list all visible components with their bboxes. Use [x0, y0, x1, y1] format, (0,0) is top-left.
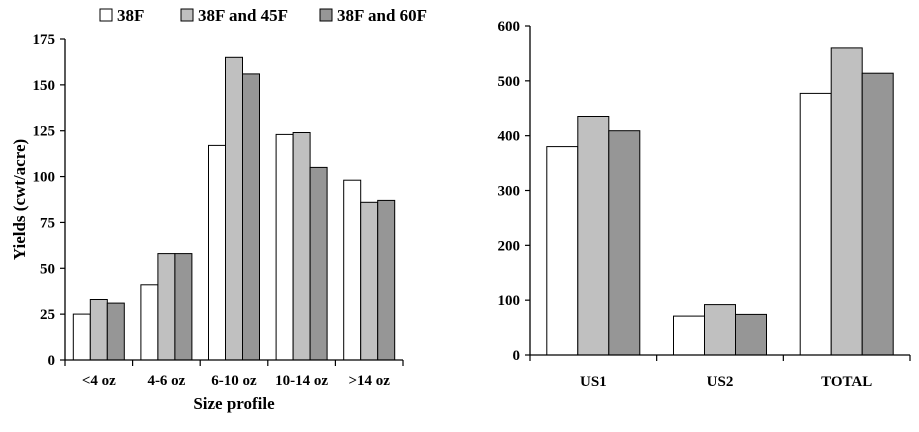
bar-0-4-2	[377, 199, 396, 361]
legend-label-1: 38F and 45F	[198, 6, 288, 25]
bar-1-0-1	[577, 116, 610, 356]
x-tick-label: 4-6 oz	[147, 373, 185, 389]
y-tick-label: 600	[498, 19, 521, 35]
bar-0-2-0	[208, 144, 226, 361]
bar-0-0-1	[89, 299, 108, 361]
legend-label-2: 38F and 60F	[337, 6, 427, 25]
bar-1-2-0	[799, 92, 832, 356]
bar-0-4-1	[360, 201, 379, 361]
y-tick-label: 150	[33, 78, 56, 94]
bar-1-1-2	[735, 313, 767, 356]
legend-label-0: 38F	[117, 6, 144, 25]
bar-0-0-2	[106, 302, 125, 361]
x-tick-label: US1	[580, 374, 607, 390]
bar-1-0-2	[608, 130, 641, 356]
bar-0-3-0	[275, 133, 294, 361]
bar-0-1-0	[140, 284, 159, 361]
y-axis-title: Yields (cwt/acre)	[10, 139, 29, 260]
x-tick-label: <4 oz	[82, 373, 116, 389]
y-tick-label: 0	[513, 348, 521, 364]
y-tick-label: 200	[498, 238, 521, 254]
y-tick-label: 400	[498, 129, 521, 145]
y-tick-label: 25	[40, 307, 55, 323]
bar-0-1-2	[174, 253, 193, 361]
y-tick-label: 100	[33, 170, 56, 186]
x-tick-label: TOTAL	[821, 374, 872, 390]
bar-1-2-1	[830, 47, 863, 356]
legend-swatch-2	[319, 8, 333, 22]
bar-0-4-0	[343, 179, 362, 361]
x-tick-label: >14 oz	[348, 373, 390, 389]
legend-swatch-1	[180, 8, 194, 22]
bar-0-2-1	[225, 56, 243, 361]
bar-1-2-2	[861, 72, 894, 356]
bar-1-0-0	[546, 146, 579, 356]
bar-0-3-2	[309, 166, 328, 361]
chart-size-profile: 0 25 50 75 100 125 150 175 <4 oz 4-6 oz 6-10 oz 10-…	[10, 32, 404, 413]
bar-0-3-1	[292, 132, 311, 361]
x-tick-label: 6-10 oz	[211, 373, 257, 389]
y-tick-label: 125	[33, 124, 56, 140]
x-axis-title: Size profile	[193, 394, 275, 413]
x-tick-label: US2	[707, 374, 734, 390]
bar-1-1-0	[673, 315, 705, 356]
y-tick-label: 0	[48, 353, 56, 369]
y-tick-label: 75	[40, 215, 55, 231]
y-tick-label: 500	[498, 74, 521, 90]
y-tick-label: 50	[40, 261, 55, 277]
y-tick-label: 100	[498, 293, 521, 309]
bar-0-1-1	[157, 253, 176, 361]
legend: 38F 38F and 45F 38F and 60F	[99, 6, 427, 25]
bar-0-2-2	[242, 73, 260, 361]
legend-swatch-0	[99, 8, 113, 22]
bar-0-0-0	[72, 313, 91, 361]
y-tick-label: 300	[498, 184, 521, 200]
chart-grade-totals: 0 100 200 300 400 500 600 US1 US2 TOTAL	[498, 19, 911, 390]
x-tick-label: 10-14 oz	[275, 373, 328, 389]
bar-1-1-1	[704, 304, 736, 356]
y-tick-label: 175	[33, 32, 56, 48]
